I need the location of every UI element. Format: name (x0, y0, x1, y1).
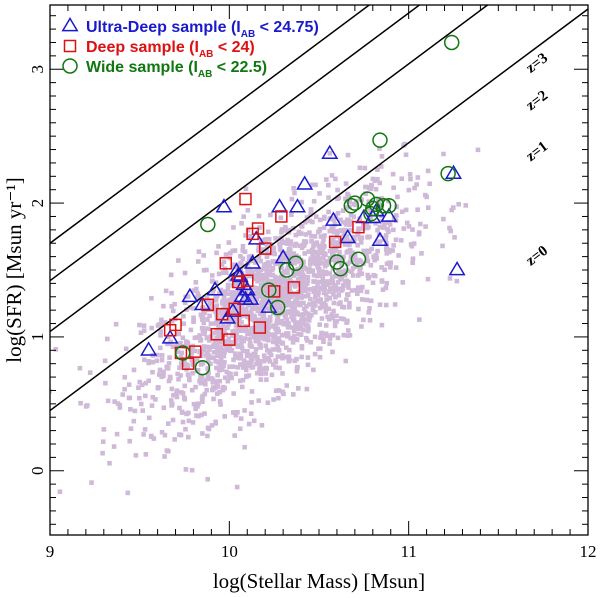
data-point (332, 260, 349, 277)
data-point (350, 251, 367, 268)
data-point (296, 175, 314, 190)
data-point (258, 242, 272, 255)
x-tick-label: 10 (221, 542, 238, 561)
series-triangle (140, 144, 466, 356)
data-point (229, 266, 247, 281)
legend-label: Deep sample (IAB < 24) (86, 39, 255, 60)
y-tick-label: 0 (28, 467, 47, 476)
legend-label: Wide sample (IAB < 22.5) (86, 59, 267, 80)
x-tick-label: 11 (400, 542, 416, 561)
data-point (239, 192, 252, 206)
data-point (232, 275, 245, 289)
data-point (380, 207, 398, 222)
data-point (287, 281, 301, 294)
y-tick-label: 1 (28, 333, 47, 342)
legend-item: Deep sample (IAB < 24) (63, 39, 255, 60)
data-point (174, 345, 191, 361)
sample-series (140, 34, 466, 376)
data-point (181, 287, 199, 303)
data-point (440, 165, 456, 182)
data-point (228, 302, 241, 316)
x-tick-label: 9 (46, 542, 55, 561)
data-point (210, 327, 224, 341)
data-point (251, 222, 265, 235)
legend-square-icon (63, 39, 77, 53)
redshift-reference-lines (50, 5, 588, 412)
data-point (194, 359, 211, 376)
data-point (448, 261, 466, 276)
data-point (223, 333, 236, 346)
legend: Ultra-Deep sample (IAB < 24.75)Deep samp… (61, 17, 319, 80)
data-point (161, 329, 179, 344)
series-circle (174, 34, 460, 376)
data-point (237, 314, 250, 328)
data-point (287, 255, 304, 272)
data-point (261, 282, 277, 298)
reference-line-z0 (50, 8, 588, 412)
data-point (244, 254, 262, 269)
data-point (260, 298, 278, 313)
data-point (238, 281, 256, 296)
data-point (372, 132, 388, 148)
data-point (321, 144, 339, 159)
data-point (443, 34, 460, 51)
x-tick-label: 12 (580, 542, 597, 561)
data-point (271, 198, 289, 213)
data-point (270, 299, 286, 316)
legend-item: Wide sample (IAB < 22.5) (62, 58, 267, 80)
reference-line-z2 (50, 5, 421, 282)
data-point (242, 290, 260, 305)
data-point (206, 281, 224, 296)
data-point (328, 235, 342, 249)
data-point (275, 210, 288, 223)
data-point (375, 198, 392, 214)
data-point (200, 216, 216, 233)
data-point (359, 191, 376, 207)
data-point (219, 257, 232, 270)
data-point (215, 307, 229, 321)
data-point (247, 230, 265, 245)
legend-item: Ultra-Deep sample (IAB < 24.75) (61, 17, 319, 40)
legend-label: Ultra-Deep sample (IAB < 24.75) (86, 19, 319, 40)
y-axis-title: log(SFR) [Msun yr⁻¹] (2, 177, 26, 362)
data-point (343, 198, 360, 214)
data-point (381, 198, 397, 214)
data-point (368, 196, 385, 213)
x-axis-title: log(Stellar Mass) [Msun] (213, 569, 425, 593)
data-point (169, 318, 182, 332)
data-point (140, 341, 158, 356)
legend-circle-icon (62, 58, 78, 74)
data-point (274, 248, 292, 264)
data-point (365, 200, 381, 217)
y-tick-label: 3 (28, 65, 47, 74)
data-point (324, 211, 342, 226)
data-point (215, 198, 233, 213)
data-point (241, 274, 254, 287)
data-point (371, 231, 389, 246)
reference-line-z1 (50, 5, 489, 333)
data-point (253, 321, 267, 334)
legend-triangle-icon (61, 17, 79, 32)
data-point (339, 228, 357, 244)
axis-ticks (49, 5, 589, 535)
reference-line-z3 (50, 5, 371, 244)
y-tick-label: 2 (28, 199, 47, 208)
data-point (352, 220, 365, 234)
data-point (201, 298, 215, 312)
series-square (163, 192, 365, 370)
data-point (288, 198, 306, 213)
